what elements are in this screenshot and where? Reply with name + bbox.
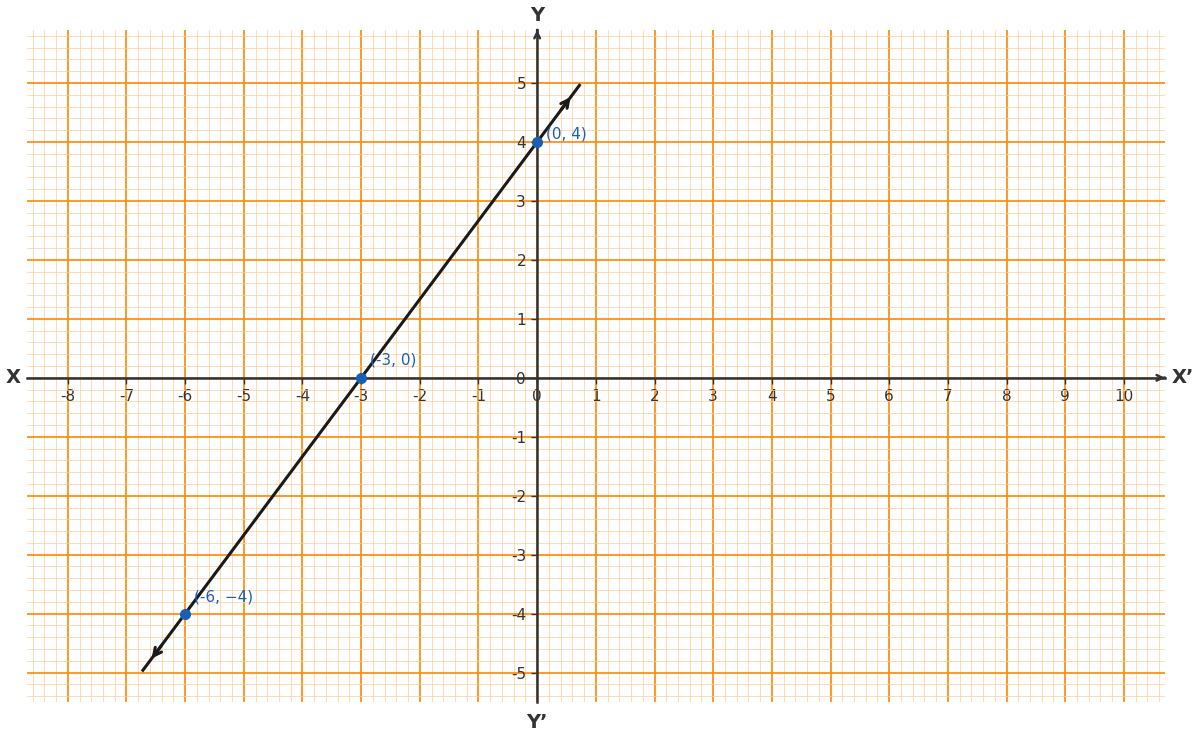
Text: (-6, −4): (-6, −4) <box>194 590 253 605</box>
Text: (0, 4): (0, 4) <box>546 127 587 142</box>
Text: X: X <box>6 368 20 388</box>
Text: Y: Y <box>530 6 545 25</box>
Text: (-3, 0): (-3, 0) <box>370 352 416 367</box>
Text: Y’: Y’ <box>527 713 548 732</box>
Text: X’: X’ <box>1172 368 1194 388</box>
